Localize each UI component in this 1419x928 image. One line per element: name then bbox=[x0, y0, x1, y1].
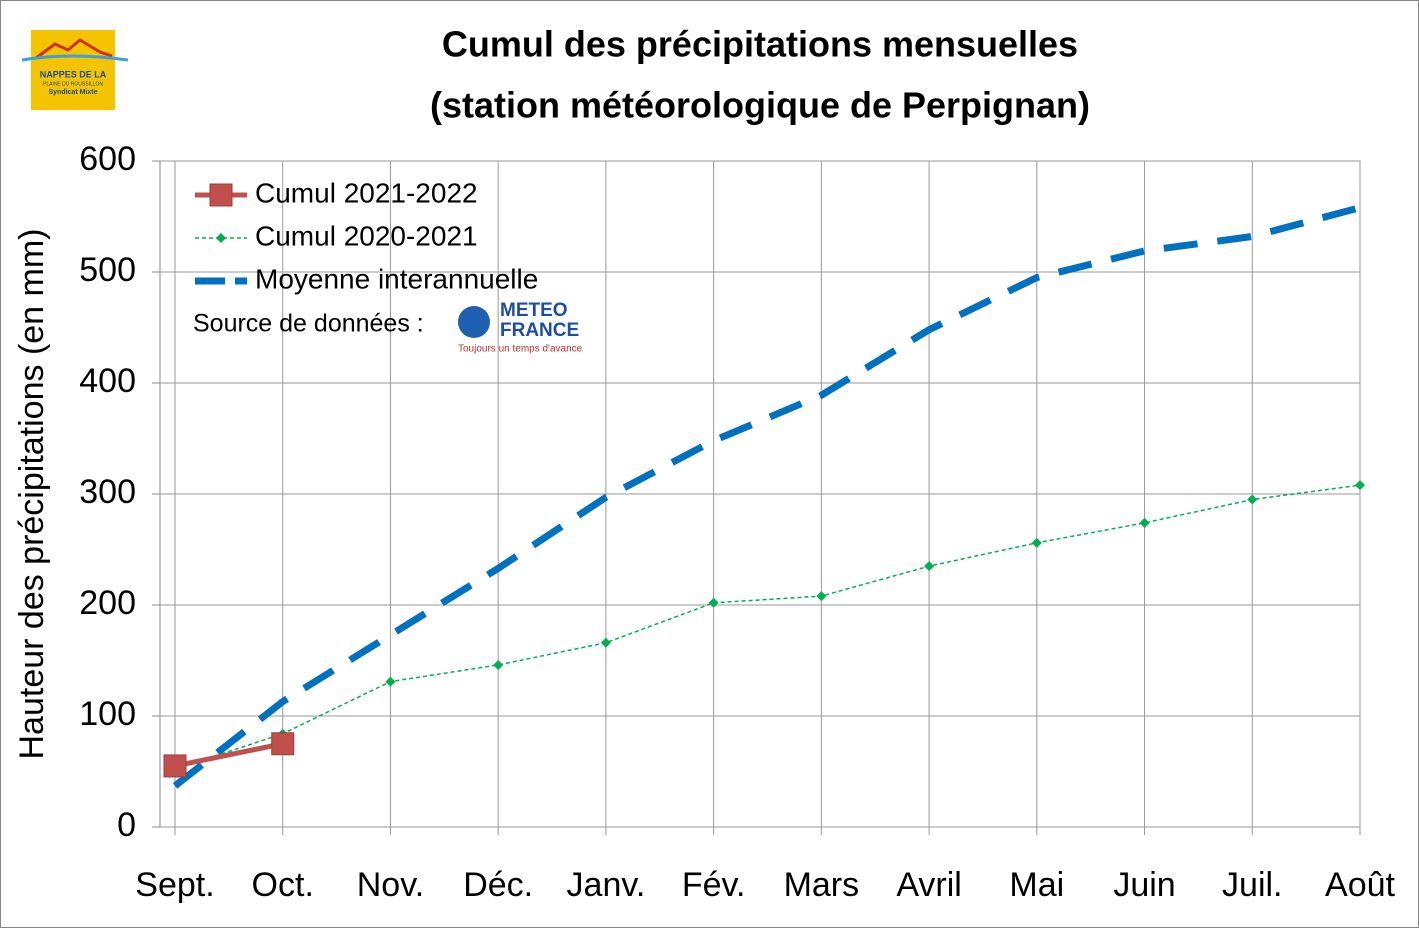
source-logo-text: METEO bbox=[500, 300, 568, 321]
logo-text: Syndicat Mixte bbox=[48, 89, 97, 96]
y-tick-label: 100 bbox=[79, 695, 136, 733]
y-tick-label: 300 bbox=[79, 473, 136, 511]
logo-mountains bbox=[35, 38, 113, 60]
source-logo-slogan: Toujours un temps d'avance bbox=[458, 344, 583, 355]
series-line bbox=[172, 204, 1361, 789]
x-tick-label: Août bbox=[1325, 866, 1395, 904]
legend-label: Moyenne interannuelle bbox=[255, 263, 538, 294]
y-tick-label: 500 bbox=[79, 251, 136, 289]
y-tick-label: 600 bbox=[79, 140, 136, 178]
source-logo-globe bbox=[458, 306, 490, 338]
x-tick-label: Sept. bbox=[135, 866, 214, 904]
data-point bbox=[816, 591, 827, 602]
x-tick-label: Oct. bbox=[252, 866, 314, 904]
data-point bbox=[1247, 494, 1258, 505]
data-point bbox=[924, 561, 935, 572]
data-point bbox=[600, 637, 611, 648]
x-tick-label: Mars bbox=[784, 866, 860, 904]
logo-bg bbox=[31, 30, 115, 110]
series-line bbox=[174, 741, 284, 769]
data-point bbox=[163, 754, 187, 778]
data-point bbox=[1355, 480, 1365, 491]
y-tick-label: 200 bbox=[79, 584, 136, 622]
data-point bbox=[1139, 517, 1150, 528]
y-tick-label: 400 bbox=[79, 362, 136, 400]
x-tick-label: Janv. bbox=[567, 866, 646, 904]
x-tick-label: Fév. bbox=[682, 866, 746, 904]
chart-title: (station météorologique de Perpignan) bbox=[430, 85, 1090, 126]
legend-label: Cumul 2021-2022 bbox=[255, 177, 478, 208]
source-logo-text: FRANCE bbox=[500, 320, 579, 341]
data-point bbox=[271, 732, 295, 756]
x-tick-label: Juin bbox=[1113, 866, 1175, 904]
y-axis-label: Hauteur des précipitations (en mm) bbox=[13, 228, 51, 759]
y-tick-label: 0 bbox=[117, 806, 136, 844]
x-tick-label: Nov. bbox=[357, 866, 424, 904]
x-tick-label: Juil. bbox=[1222, 866, 1282, 904]
logo-text: PLAINE DU ROUSSILLON bbox=[43, 81, 103, 87]
logo-text: NAPPES DE LA bbox=[40, 69, 107, 79]
logo-wave bbox=[21, 54, 129, 62]
legend-marker bbox=[209, 183, 233, 207]
legend-marker bbox=[216, 233, 226, 243]
x-tick-label: Mai bbox=[1009, 866, 1064, 904]
data-point bbox=[385, 676, 396, 687]
org-logo: NAPPES DE LA PLAINE DU ROUSSILLON Syndic… bbox=[21, 30, 129, 110]
x-tick-label: Déc. bbox=[463, 866, 533, 904]
series-line bbox=[174, 484, 1361, 770]
source-label: Source de données : bbox=[193, 310, 424, 338]
data-point bbox=[493, 659, 504, 670]
data-point bbox=[1031, 537, 1042, 548]
data-point bbox=[708, 597, 719, 608]
chart-title: Cumul des précipitations mensuelles bbox=[442, 24, 1078, 65]
x-tick-label: Avril bbox=[896, 866, 962, 904]
legend-label: Cumul 2020-2021 bbox=[255, 220, 478, 251]
